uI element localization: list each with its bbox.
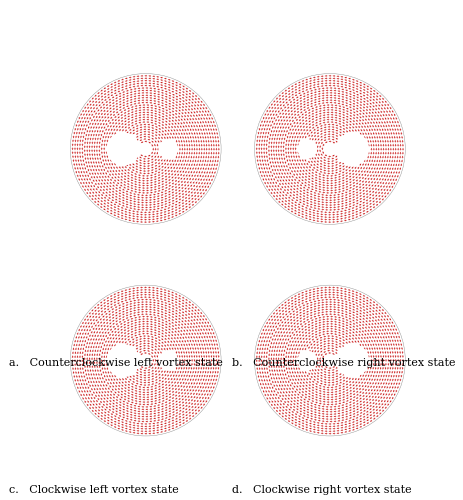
- Text: a.   Counterclockwise left vortex state: a. Counterclockwise left vortex state: [9, 358, 223, 368]
- Circle shape: [158, 350, 178, 370]
- Circle shape: [297, 139, 316, 159]
- Circle shape: [335, 344, 368, 377]
- Text: b.   Counterclockwise right vortex state: b. Counterclockwise right vortex state: [232, 358, 455, 368]
- Circle shape: [106, 344, 139, 377]
- Circle shape: [106, 132, 139, 166]
- Text: c.   Clockwise left vortex state: c. Clockwise left vortex state: [9, 485, 179, 495]
- Circle shape: [158, 139, 178, 159]
- Circle shape: [335, 132, 368, 166]
- Circle shape: [297, 350, 316, 370]
- Text: d.   Clockwise right vortex state: d. Clockwise right vortex state: [232, 485, 411, 495]
